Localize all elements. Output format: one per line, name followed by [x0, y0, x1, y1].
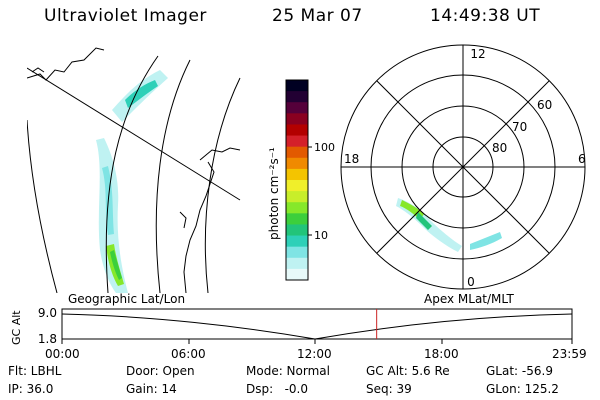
timeline-tick-0000: 00:00 [45, 347, 80, 361]
colorbar-swatch [286, 157, 308, 170]
colorbar-swatch [286, 113, 308, 125]
geographic-label: Geographic Lat/Lon [68, 292, 186, 306]
colorbar-swatch [286, 102, 308, 114]
colorbar-swatch [286, 135, 308, 148]
colorbar-swatch [286, 191, 308, 203]
gc-altitude-timeline: GC Alt 9.0 1.8 [10, 306, 573, 346]
colorbar-swatch [286, 257, 308, 270]
colorbar-frame [285, 79, 309, 281]
info-gc-alt: GC Alt: 5.6 Re [366, 364, 450, 378]
timeline-ymax: 9.0 [38, 306, 57, 320]
polar-lat-60: 60 [537, 98, 552, 112]
info-ip: IP: 36.0 [8, 382, 54, 396]
colorbar-swatch [286, 124, 308, 137]
info-seq: Seq: 39 [366, 382, 412, 396]
colorbar-swatch [286, 91, 308, 103]
info-glat: GLat: -56.9 [486, 364, 553, 378]
colorbar-swatch [286, 146, 308, 159]
altitude-curve [61, 313, 573, 340]
timeline-tick-0600: 06:00 [171, 347, 206, 361]
polar-meridian-diag2 [376, 80, 550, 254]
info-door: Door: Open [126, 364, 195, 378]
instrument-title: Ultraviolet Imager [44, 6, 207, 26]
info-gain: Gain: 14 [126, 382, 177, 396]
info-filter: Flt: LBHL [8, 364, 62, 378]
info-dsp: Dsp: -0.0 [246, 382, 309, 396]
header-date: 25 Mar 07 [272, 6, 363, 26]
timeline-frame [61, 308, 573, 340]
colorbar-swatch [286, 246, 308, 259]
header-time: 14:49:38 UT [430, 6, 541, 26]
info-glon: GLon: 125.2 [486, 382, 559, 396]
timeline-ymin: 1.8 [38, 332, 57, 346]
colorbar-swatch [286, 80, 308, 92]
timeline-tick-2359: 23:59 [552, 347, 587, 361]
timeline-ylabel: GC Alt [10, 310, 23, 345]
aurora-emission-left [96, 70, 168, 293]
graticule [27, 55, 241, 293]
colorbar: 100 10 photon cm⁻²s⁻¹ [267, 79, 335, 281]
timeline-ticks [61, 339, 573, 344]
colorbar-swatch [286, 180, 308, 192]
polar-label-midnight: 0 [467, 275, 475, 289]
apex-label: Apex MLat/MLT [424, 292, 514, 306]
geographic-map [27, 47, 241, 293]
polar-label-dusk: 18 [344, 152, 359, 166]
timeline-tick-1200: 12:00 [297, 347, 332, 361]
colorbar-swatch [286, 235, 308, 248]
polar-plot: 12 0 18 6 60 70 80 [340, 44, 586, 290]
colorbar-swatch [286, 202, 308, 214]
colorbar-swatch [286, 168, 308, 181]
polar-lat-70: 70 [512, 120, 527, 134]
colorbar-tick-label-100: 100 [314, 141, 335, 154]
aurora-emission-polar [396, 198, 502, 252]
polar-label-dawn: 6 [578, 152, 586, 166]
colorbar-swatch [286, 213, 308, 225]
polar-label-noon: 12 [470, 47, 485, 61]
coastline [27, 47, 241, 293]
polar-lat-80: 80 [492, 141, 507, 155]
colorbar-tick-label-10: 10 [314, 229, 328, 242]
timeline-tick-1800: 18:00 [424, 347, 459, 361]
colorbar-units: photon cm⁻²s⁻¹ [267, 147, 281, 240]
colorbar-swatch [286, 268, 308, 281]
colorbar-swatch [286, 224, 308, 237]
info-mode: Mode: Normal [246, 364, 330, 378]
